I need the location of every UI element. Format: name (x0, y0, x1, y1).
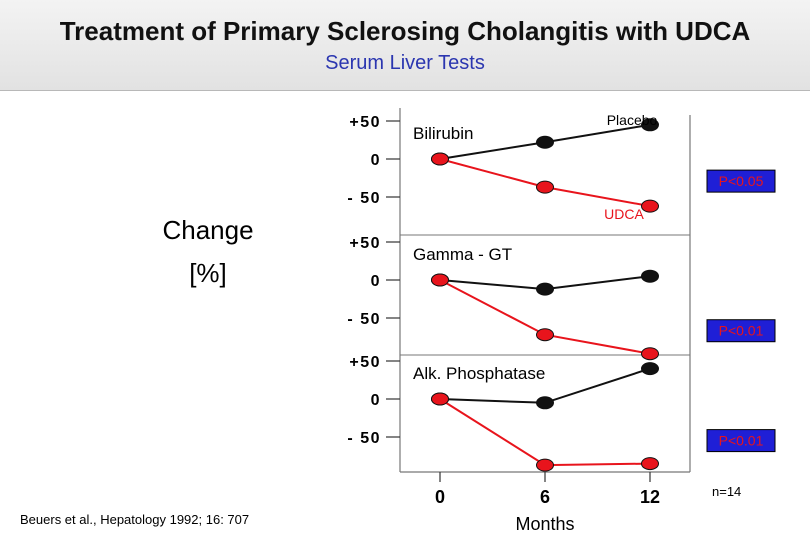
udca-data-point (431, 152, 449, 166)
placebo-data-point (536, 282, 554, 296)
y-tick-label: +50 (349, 114, 381, 131)
panel-title: Gamma - GT (413, 245, 512, 264)
udca-data-point (641, 199, 659, 213)
p-value-box (706, 429, 776, 453)
y-tick-label: 0 (371, 152, 381, 169)
y-tick-label: 0 (371, 273, 381, 290)
udca-data-point (536, 328, 554, 342)
x-axis-label: Months (515, 514, 574, 534)
citation-text: Beuers et al., Hepatology 1992; 16: 707 (20, 512, 250, 527)
placebo-data-point (536, 135, 554, 149)
udca-data-point (536, 458, 554, 472)
p-value-label: P<0.05 (719, 173, 764, 189)
y-axis-unit-label: [%] (189, 258, 227, 288)
p-value-box (706, 169, 776, 193)
y-tick-label: +50 (349, 354, 381, 371)
x-tick-label: 0 (435, 487, 445, 507)
udca-data-point (641, 347, 659, 361)
placebo-data-point (641, 269, 659, 283)
page-subtitle: Serum Liver Tests (325, 52, 485, 74)
y-tick-label: +50 (349, 235, 381, 252)
y-tick-label: 0 (371, 392, 381, 409)
placebo-data-point (641, 362, 659, 376)
placebo-data-point (536, 396, 554, 410)
udca-data-point (431, 273, 449, 287)
p-value-box (706, 319, 776, 343)
y-axis-label: Change (162, 215, 254, 245)
x-tick-label: 12 (640, 487, 660, 507)
placebo-series-label: Placebo (607, 112, 658, 128)
udca-series-label: UDCA (604, 206, 644, 222)
p-value-label: P<0.01 (719, 433, 764, 449)
header-banner: Treatment of Primary Sclerosing Cholangi… (0, 0, 810, 91)
x-tick-label: 6 (540, 487, 550, 507)
udca-data-point (536, 180, 554, 194)
sample-size-label: n=14 (712, 484, 742, 499)
udca-data-point (431, 392, 449, 406)
udca-data-point (641, 457, 659, 471)
page-title: Treatment of Primary Sclerosing Cholangi… (59, 16, 751, 46)
panel-title: Bilirubin (413, 124, 473, 143)
y-tick-label: - 50 (347, 430, 381, 447)
y-tick-label: - 50 (347, 311, 381, 328)
p-value-label: P<0.01 (719, 323, 764, 339)
placebo-data-point (641, 118, 659, 132)
y-tick-label: - 50 (347, 190, 381, 207)
panel-title: Alk. Phosphatase (413, 364, 545, 383)
